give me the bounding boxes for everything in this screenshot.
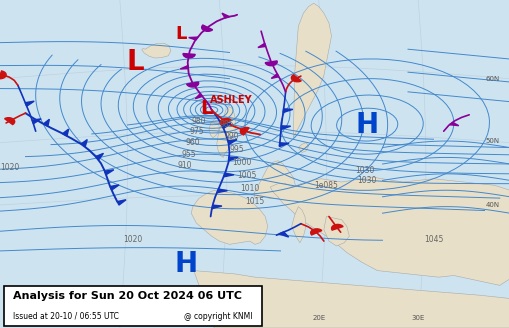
- Polygon shape: [291, 75, 301, 82]
- Text: 30E: 30E: [411, 316, 424, 321]
- Polygon shape: [191, 190, 267, 244]
- Polygon shape: [209, 120, 219, 138]
- Text: 910: 910: [178, 161, 192, 170]
- Polygon shape: [331, 224, 343, 230]
- FancyBboxPatch shape: [4, 286, 261, 326]
- Text: 1005: 1005: [237, 171, 257, 180]
- Polygon shape: [221, 123, 231, 128]
- Text: 50N: 50N: [485, 138, 499, 144]
- Polygon shape: [280, 126, 290, 130]
- Polygon shape: [223, 173, 234, 177]
- Text: 1015: 1015: [245, 197, 264, 206]
- Polygon shape: [201, 25, 212, 31]
- Text: 975: 975: [189, 127, 203, 136]
- Polygon shape: [32, 119, 41, 124]
- Polygon shape: [228, 140, 237, 144]
- Text: 10E: 10E: [212, 316, 225, 321]
- Polygon shape: [221, 13, 229, 18]
- Polygon shape: [25, 101, 34, 106]
- Text: Issued at 20-10 / 06:55 UTC: Issued at 20-10 / 06:55 UTC: [13, 312, 119, 321]
- Polygon shape: [142, 43, 171, 58]
- Polygon shape: [282, 109, 292, 113]
- Text: 960: 960: [185, 138, 200, 147]
- Polygon shape: [291, 207, 305, 243]
- Text: H: H: [355, 111, 378, 139]
- Polygon shape: [270, 177, 509, 285]
- Text: 20E: 20E: [312, 316, 325, 321]
- Text: 995: 995: [230, 145, 244, 154]
- Polygon shape: [212, 205, 221, 209]
- Polygon shape: [193, 271, 509, 328]
- Text: L: L: [175, 26, 186, 43]
- Polygon shape: [63, 129, 69, 136]
- Text: 955: 955: [181, 150, 195, 159]
- Text: 1020: 1020: [123, 235, 142, 244]
- Polygon shape: [180, 66, 188, 69]
- Polygon shape: [293, 3, 331, 138]
- Polygon shape: [278, 232, 288, 237]
- Polygon shape: [258, 43, 265, 48]
- Text: 0E: 0E: [115, 316, 124, 321]
- Polygon shape: [188, 37, 197, 40]
- Text: 1000: 1000: [232, 158, 251, 167]
- Text: 990: 990: [224, 132, 239, 141]
- Polygon shape: [81, 139, 87, 147]
- Text: 1020: 1020: [1, 163, 20, 172]
- Text: 60N: 60N: [485, 76, 499, 82]
- Polygon shape: [228, 157, 238, 161]
- Polygon shape: [104, 170, 114, 175]
- Polygon shape: [310, 229, 321, 235]
- Polygon shape: [323, 216, 349, 246]
- Polygon shape: [5, 118, 15, 125]
- Polygon shape: [96, 153, 103, 160]
- Text: 1030: 1030: [354, 166, 374, 175]
- Polygon shape: [216, 189, 227, 193]
- Polygon shape: [195, 93, 202, 99]
- Polygon shape: [216, 107, 235, 157]
- Polygon shape: [117, 200, 126, 205]
- Text: 40N: 40N: [485, 202, 499, 208]
- Polygon shape: [186, 82, 199, 87]
- Polygon shape: [240, 128, 248, 135]
- Text: L: L: [200, 99, 212, 118]
- Polygon shape: [448, 122, 458, 126]
- Text: 980: 980: [191, 117, 206, 126]
- Polygon shape: [298, 143, 308, 153]
- Text: 1e085: 1e085: [314, 181, 337, 190]
- Polygon shape: [220, 118, 231, 125]
- Text: L: L: [126, 48, 144, 76]
- Text: ASHLEY: ASHLEY: [209, 95, 252, 105]
- Text: 1030: 1030: [357, 176, 376, 185]
- Polygon shape: [0, 71, 6, 79]
- Text: 985: 985: [219, 120, 234, 129]
- Polygon shape: [265, 61, 277, 66]
- Polygon shape: [271, 74, 278, 78]
- Text: 1010: 1010: [240, 184, 259, 193]
- Polygon shape: [43, 119, 49, 126]
- Polygon shape: [183, 53, 195, 58]
- Text: @ copyright KNMI: @ copyright KNMI: [184, 312, 252, 321]
- Polygon shape: [110, 185, 119, 190]
- Text: 1045: 1045: [423, 235, 442, 244]
- Polygon shape: [253, 161, 295, 200]
- Text: H: H: [174, 250, 197, 278]
- Polygon shape: [279, 143, 289, 147]
- Text: Analysis for Sun 20 Oct 2024 06 UTC: Analysis for Sun 20 Oct 2024 06 UTC: [13, 291, 241, 301]
